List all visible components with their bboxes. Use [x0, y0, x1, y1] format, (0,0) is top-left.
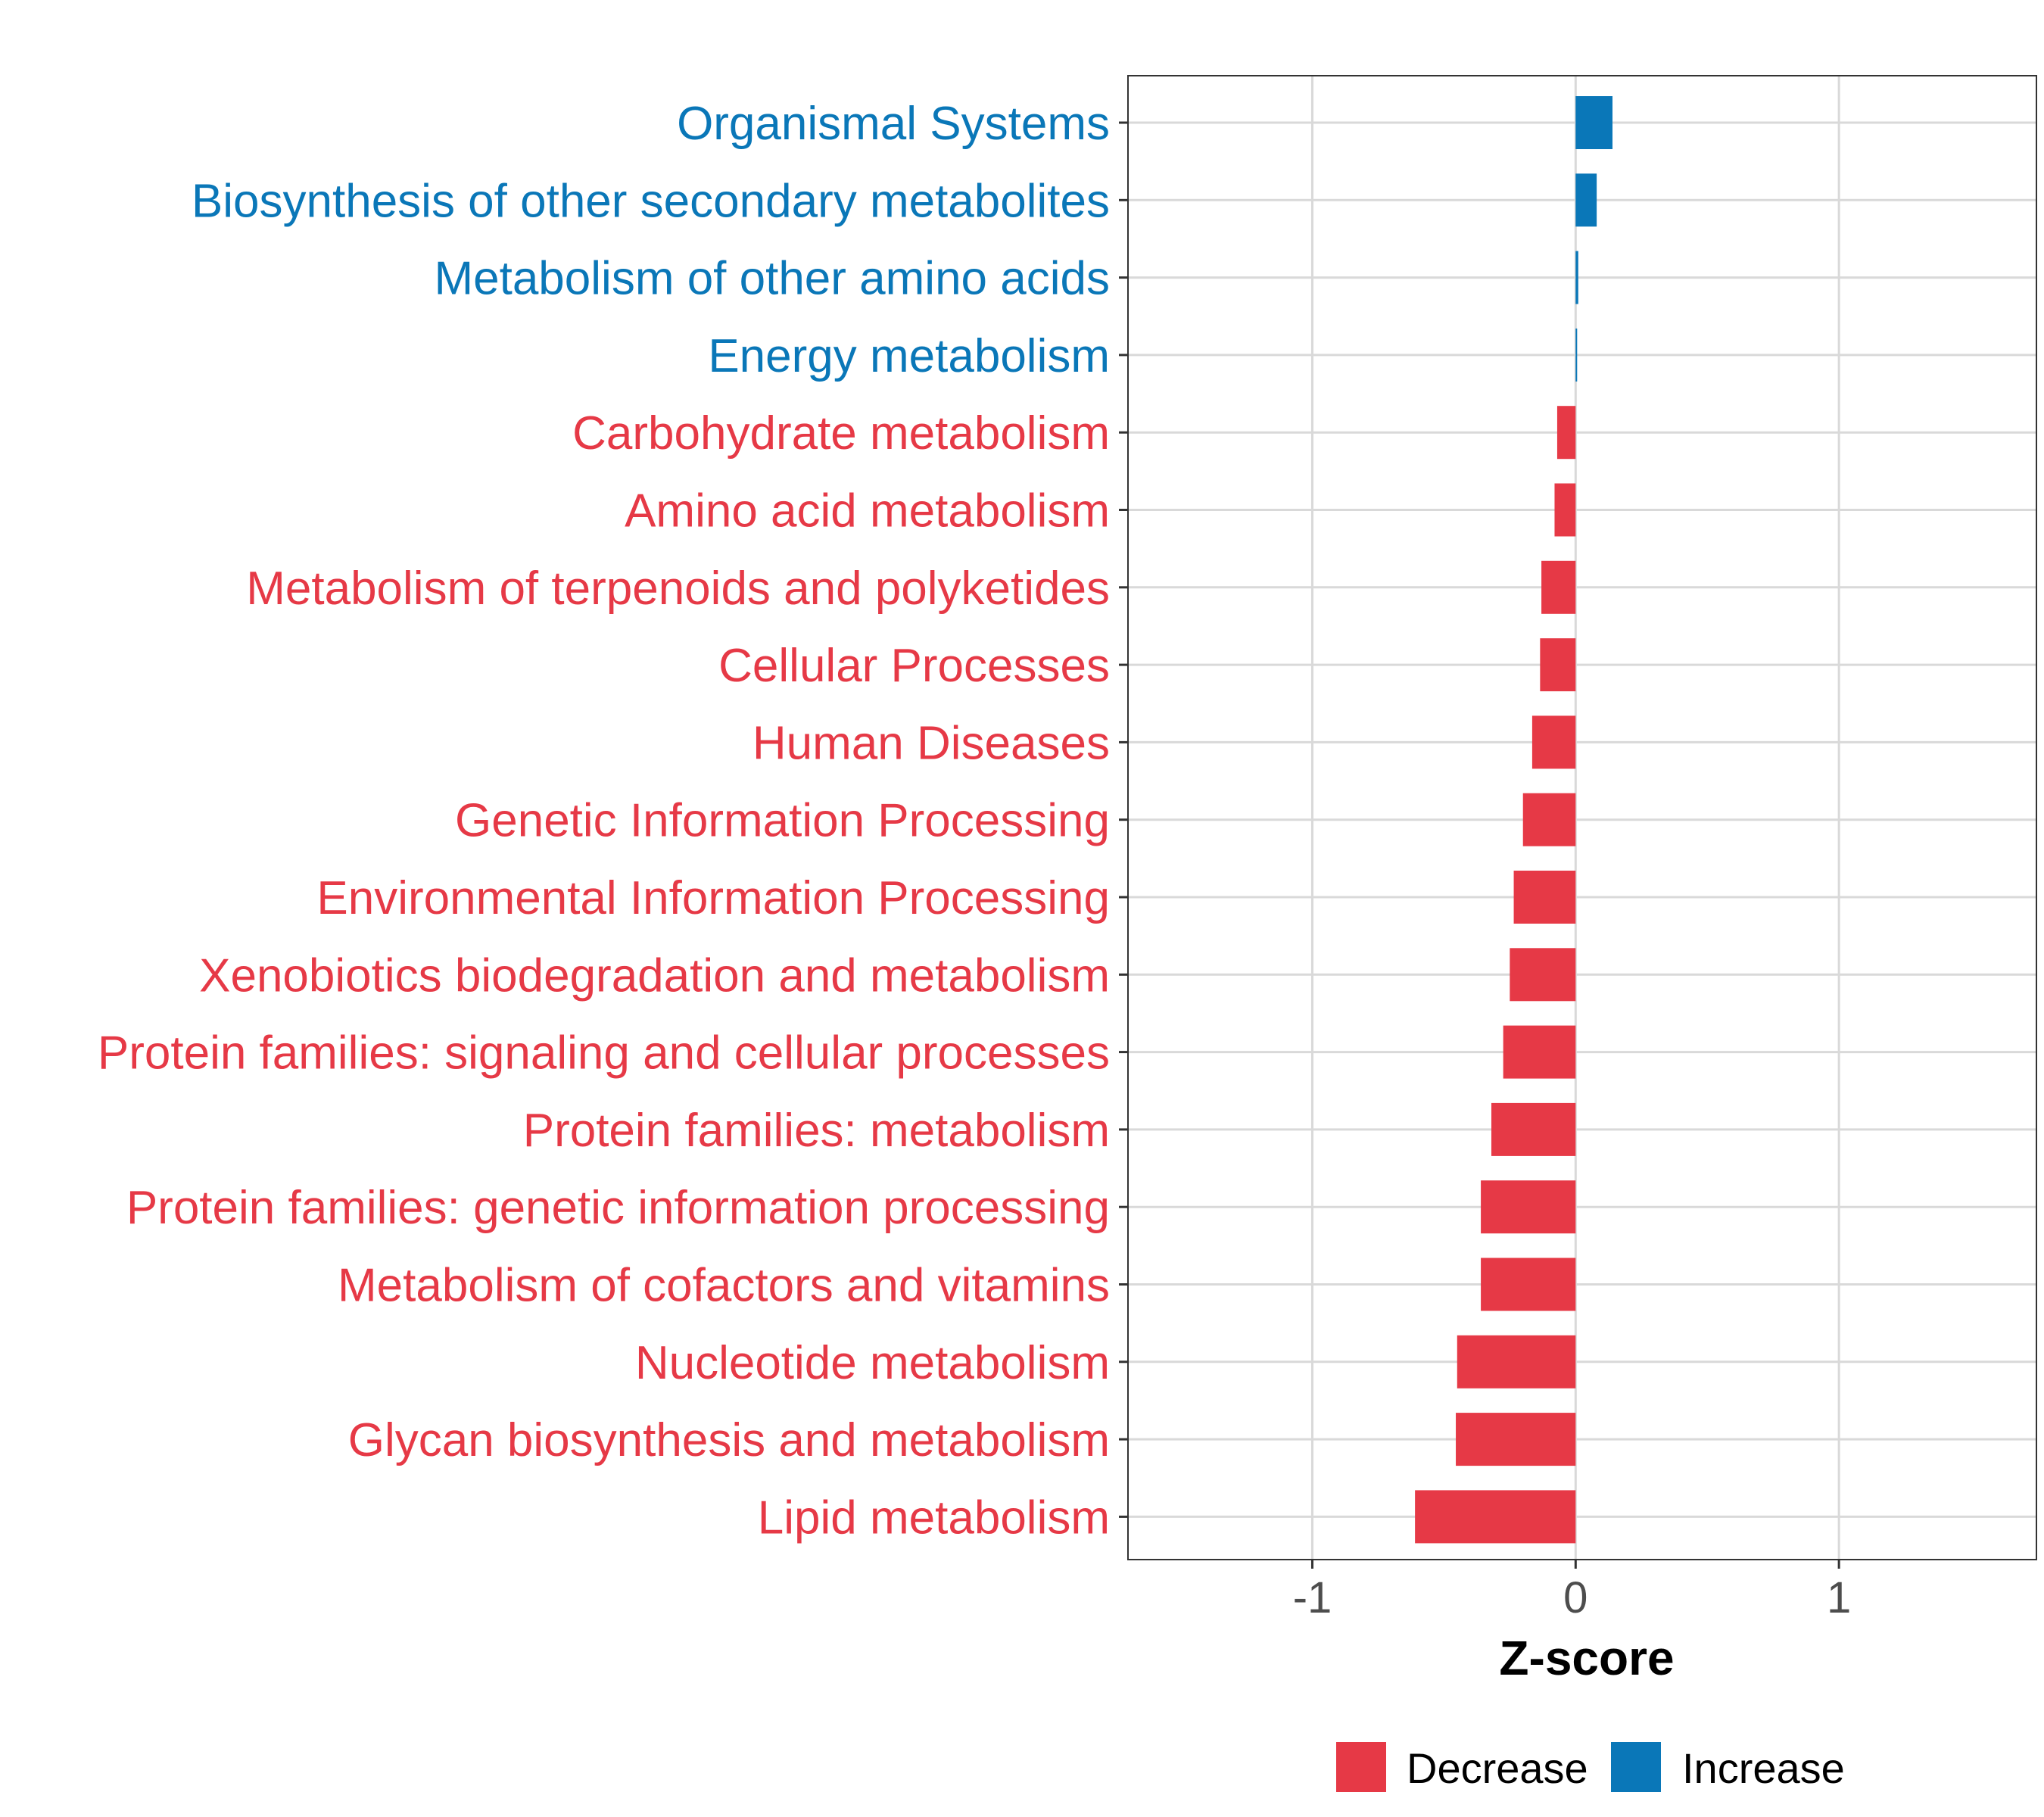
bar: [1503, 1025, 1576, 1079]
bar: [1510, 948, 1576, 1002]
y-tick-label: Metabolism of terpenoids and polyketides: [246, 563, 1110, 615]
y-tick-label: Glycan biosynthesis and metabolism: [348, 1414, 1110, 1466]
x-tick-label: 0: [1563, 1573, 1588, 1622]
y-tick-label: Genetic Information Processing: [455, 795, 1110, 847]
y-tick-label: Amino acid metabolism: [625, 485, 1110, 538]
bar: [1575, 173, 1597, 227]
bar: [1513, 871, 1576, 924]
x-tick-label: 1: [1827, 1573, 1851, 1622]
y-tick-label: Cellular Processes: [718, 640, 1110, 692]
bar: [1575, 96, 1612, 149]
bar: [1575, 251, 1578, 304]
y-tick-label: Protein families: metabolism: [523, 1105, 1110, 1157]
panel-border: [1127, 75, 2037, 1560]
y-tick-label: Protein families: signaling and cellular…: [98, 1027, 1110, 1080]
bar: [1456, 1413, 1576, 1466]
bar: [1522, 793, 1576, 846]
y-tick-label: Human Diseases: [752, 717, 1110, 769]
bar: [1541, 560, 1576, 614]
legend-label: Decrease: [1407, 1744, 1588, 1792]
legend-label: Increase: [1682, 1744, 1845, 1792]
legend-key: [1611, 1742, 1661, 1792]
y-tick-label: Biosynthesis of other secondary metaboli…: [192, 175, 1110, 227]
y-tick-label: Protein families: genetic information pr…: [126, 1182, 1110, 1234]
y-tick-label: Metabolism of cofactors and vitamins: [338, 1260, 1110, 1312]
bar: [1531, 715, 1576, 769]
y-tick-label: Carbohydrate metabolism: [572, 407, 1110, 460]
bar: [1491, 1102, 1576, 1156]
bar: [1540, 638, 1576, 692]
bar: [1554, 483, 1576, 537]
x-axis-title: Z-score: [1499, 1631, 1674, 1685]
x-tick-label: -1: [1293, 1573, 1332, 1622]
bar: [1457, 1335, 1576, 1388]
grid-lines: [1128, 76, 2036, 1560]
bar: [1481, 1258, 1576, 1311]
y-axis: Organismal Systems Biosynthesis of other …: [98, 98, 1128, 1544]
legend-key: [1336, 1742, 1386, 1792]
bars: [1415, 96, 1612, 1544]
y-tick-label: Lipid metabolism: [758, 1491, 1110, 1544]
legend: Decrease Increase: [1336, 1742, 1845, 1792]
bar: [1481, 1180, 1576, 1234]
y-tick-label: Organismal Systems: [677, 98, 1110, 150]
y-tick-label: Xenobiotics biodegradation and metabolis…: [199, 949, 1110, 1002]
y-tick-label: Environmental Information Processing: [316, 872, 1110, 924]
bar: [1575, 328, 1578, 382]
y-tick-label: Metabolism of other amino acids: [434, 253, 1110, 305]
y-tick-label: Energy metabolism: [708, 330, 1110, 382]
x-axis: -1 0 1: [1293, 1560, 1851, 1622]
y-tick-label: Nucleotide metabolism: [635, 1337, 1110, 1389]
bar: [1556, 406, 1576, 460]
bar: [1415, 1490, 1576, 1544]
